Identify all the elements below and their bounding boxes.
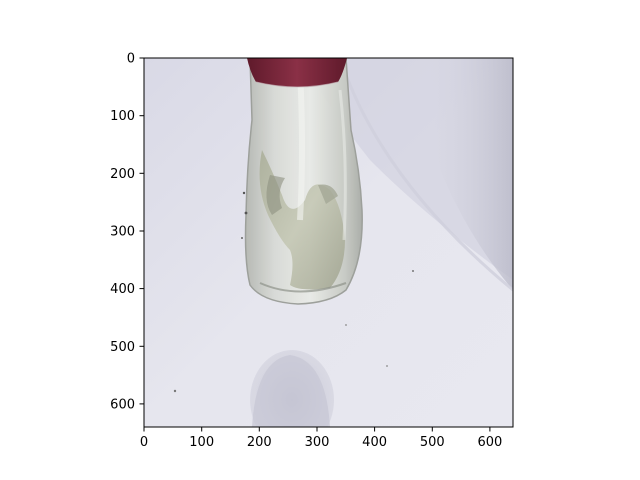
svg-text:400: 400	[362, 435, 387, 450]
bottle-cap	[247, 58, 347, 87]
svg-text:600: 600	[477, 435, 502, 450]
svg-text:500: 500	[420, 435, 445, 450]
y-axis: 0 100 200 300 400 500 600	[110, 52, 144, 412]
y-tick: 300	[110, 225, 144, 240]
y-tick: 0	[127, 52, 144, 67]
svg-text:400: 400	[110, 282, 135, 297]
svg-text:300: 300	[110, 225, 135, 240]
x-tick: 500	[420, 427, 445, 450]
y-tick: 200	[110, 167, 144, 182]
x-axis: 0 100 200 300 400 500 600	[140, 427, 502, 450]
svg-text:100: 100	[110, 109, 135, 124]
svg-text:200: 200	[247, 435, 272, 450]
x-tick: 400	[362, 427, 387, 450]
x-tick: 100	[189, 427, 214, 450]
bottle	[244, 58, 363, 305]
svg-text:100: 100	[189, 435, 214, 450]
svg-text:300: 300	[305, 435, 330, 450]
x-tick: 200	[247, 427, 272, 450]
svg-text:0: 0	[140, 435, 148, 450]
svg-text:0: 0	[127, 52, 135, 67]
svg-text:200: 200	[110, 167, 135, 182]
y-tick: 400	[110, 282, 144, 297]
axes-frame	[143, 57, 514, 428]
x-tick: 0	[140, 427, 148, 450]
photo-image	[144, 58, 513, 427]
svg-text:500: 500	[110, 340, 135, 355]
svg-text:600: 600	[110, 397, 135, 412]
y-tick: 100	[110, 109, 144, 124]
y-tick: 500	[110, 340, 144, 355]
x-tick: 300	[305, 427, 330, 450]
x-tick: 600	[477, 427, 502, 450]
y-tick: 600	[110, 397, 144, 412]
